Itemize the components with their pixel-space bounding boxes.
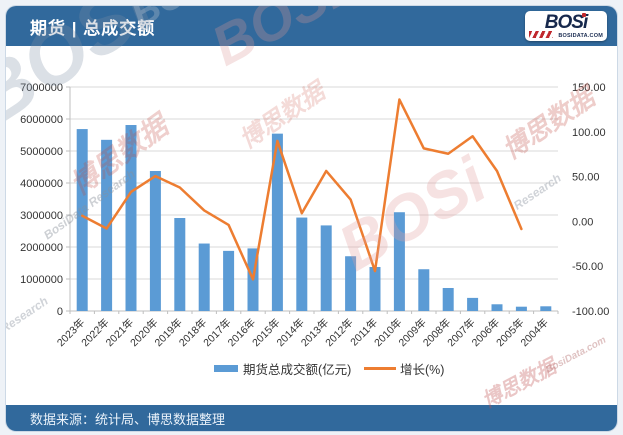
logo-text-main: BOS [544, 12, 584, 33]
y-axis-left-label: 2000000 [20, 242, 63, 254]
y-axis-right-label: 50.00 [572, 172, 600, 184]
y-axis-right-label: 150.00 [572, 82, 606, 94]
bosi-logo: BOSi BOSIDATA.COM [525, 11, 607, 41]
y-axis-left-label: 6000000 [20, 114, 63, 126]
bar-2023年 [76, 129, 88, 311]
bar-2013年 [320, 225, 332, 311]
growth-line [80, 98, 523, 281]
footer-bar: 数据来源：统计局、博思数据整理 [6, 405, 617, 431]
bar-2009年 [418, 269, 430, 311]
report-card: 期货 | 总成交额 BOSi BOSIDATA.COM 0 1000000 2000… [6, 6, 617, 431]
bar-2006年 [491, 304, 503, 311]
y-axis-right-label: 100.00 [572, 127, 606, 139]
logo-wordmark: BOSi [525, 12, 607, 33]
legend-line-label: 增长(%) [400, 362, 444, 377]
logo-text-accent: i [582, 12, 588, 33]
bar-2004年 [540, 306, 552, 311]
y-axis-left-label: 1000000 [20, 274, 63, 286]
y-axis-left-label: 0 [57, 306, 63, 318]
bar-2010年 [393, 212, 405, 311]
x-tick-label: 2012年 [323, 316, 356, 349]
bar-2020年 [149, 170, 161, 311]
y-axis-right-label: 0.00 [572, 216, 593, 228]
bar-2021年 [125, 125, 137, 312]
bar-2005年 [515, 306, 527, 311]
bar-2007年 [467, 297, 479, 311]
y-axis-left-label: 7000000 [20, 82, 63, 94]
bar-2011年 [369, 266, 381, 311]
bar-2017年 [223, 250, 235, 311]
legend-bar-swatch [214, 365, 238, 372]
y-axis-left-label: 5000000 [20, 146, 63, 158]
y-axis-right-label: -50.00 [572, 261, 603, 273]
legend-bar-label: 期货总成交额(亿元) [243, 362, 351, 377]
data-source-text: 数据来源：统计局、博思数据整理 [30, 411, 226, 427]
bar-2012年 [345, 256, 357, 311]
bar-2018年 [198, 243, 210, 311]
bar-2008年 [442, 287, 454, 311]
logo-stripes-icon [529, 31, 553, 38]
bar-2019年 [174, 218, 186, 311]
bar-2014年 [296, 217, 308, 311]
page-title: 期货 | 总成交额 [30, 18, 156, 38]
bar-2015年 [271, 133, 283, 311]
futures-turnover-combo-chart: 0 1000000 2000000 3000000 4000000 5000000 6000… [20, 82, 609, 377]
bar-2022年 [101, 139, 113, 311]
x-tick-label: 2004年 [518, 316, 551, 349]
y-axis-right-label: -100.00 [572, 306, 609, 318]
header-bar: 期货 | 总成交额 BOSi BOSIDATA.COM [6, 6, 617, 46]
chart-area: 0 1000000 2000000 3000000 4000000 5000000 6000… [6, 46, 617, 405]
logo-domain-text: BOSIDATA.COM [558, 33, 603, 39]
y-axis-left-label: 4000000 [20, 178, 63, 190]
y-axis-left-label: 3000000 [20, 210, 63, 222]
